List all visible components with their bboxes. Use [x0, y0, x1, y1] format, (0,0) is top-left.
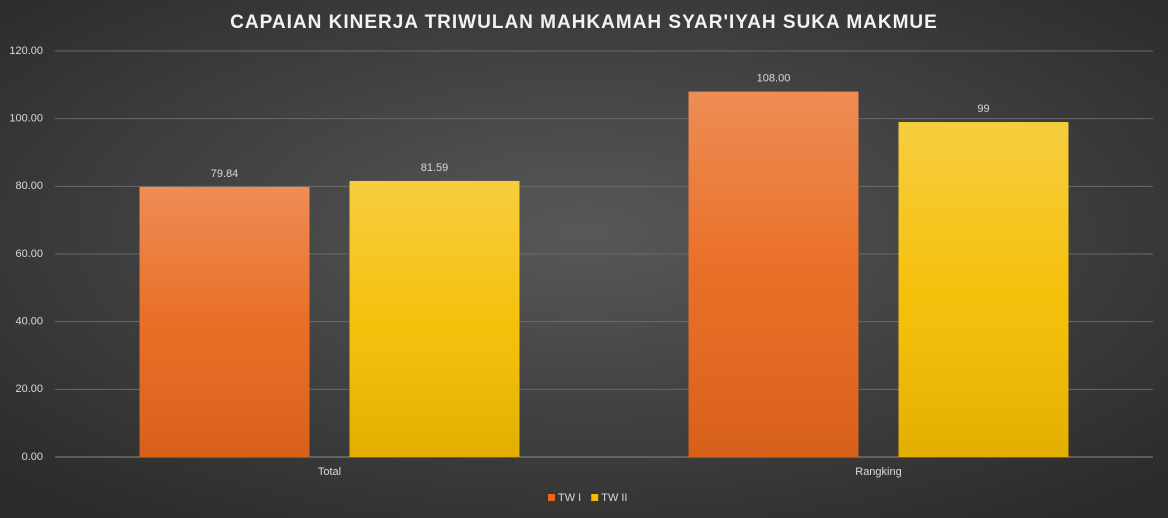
y-tick-label: 80.00: [15, 180, 43, 192]
y-tick-label: 120.00: [9, 45, 43, 57]
chart-title: CAPAIAN KINERJA TRIWULAN MAHKAMAH SYAR'I…: [230, 12, 938, 33]
y-tick-label: 20.00: [15, 383, 43, 395]
data-label: 81.59: [421, 162, 449, 174]
y-tick-label: 60.00: [15, 248, 43, 260]
bar-shade: [688, 91, 859, 457]
data-label: 79.84: [211, 168, 239, 180]
legend-swatch: [548, 494, 555, 501]
legend-label: TW I: [558, 492, 581, 504]
data-label: 108.00: [757, 73, 791, 85]
legend-swatch: [591, 494, 599, 501]
y-tick-label: 100.00: [9, 113, 43, 125]
bar-shade: [139, 186, 310, 457]
y-tick-label: 40.00: [15, 316, 43, 328]
data-label: 99: [977, 103, 989, 115]
x-tick-label: Rangking: [855, 466, 901, 478]
legend-label: TW II: [601, 492, 627, 504]
bar-shade: [898, 122, 1069, 458]
y-tick-label: 0.00: [22, 451, 43, 463]
bar-shade: [349, 180, 520, 457]
x-tick-label: Total: [318, 466, 341, 478]
